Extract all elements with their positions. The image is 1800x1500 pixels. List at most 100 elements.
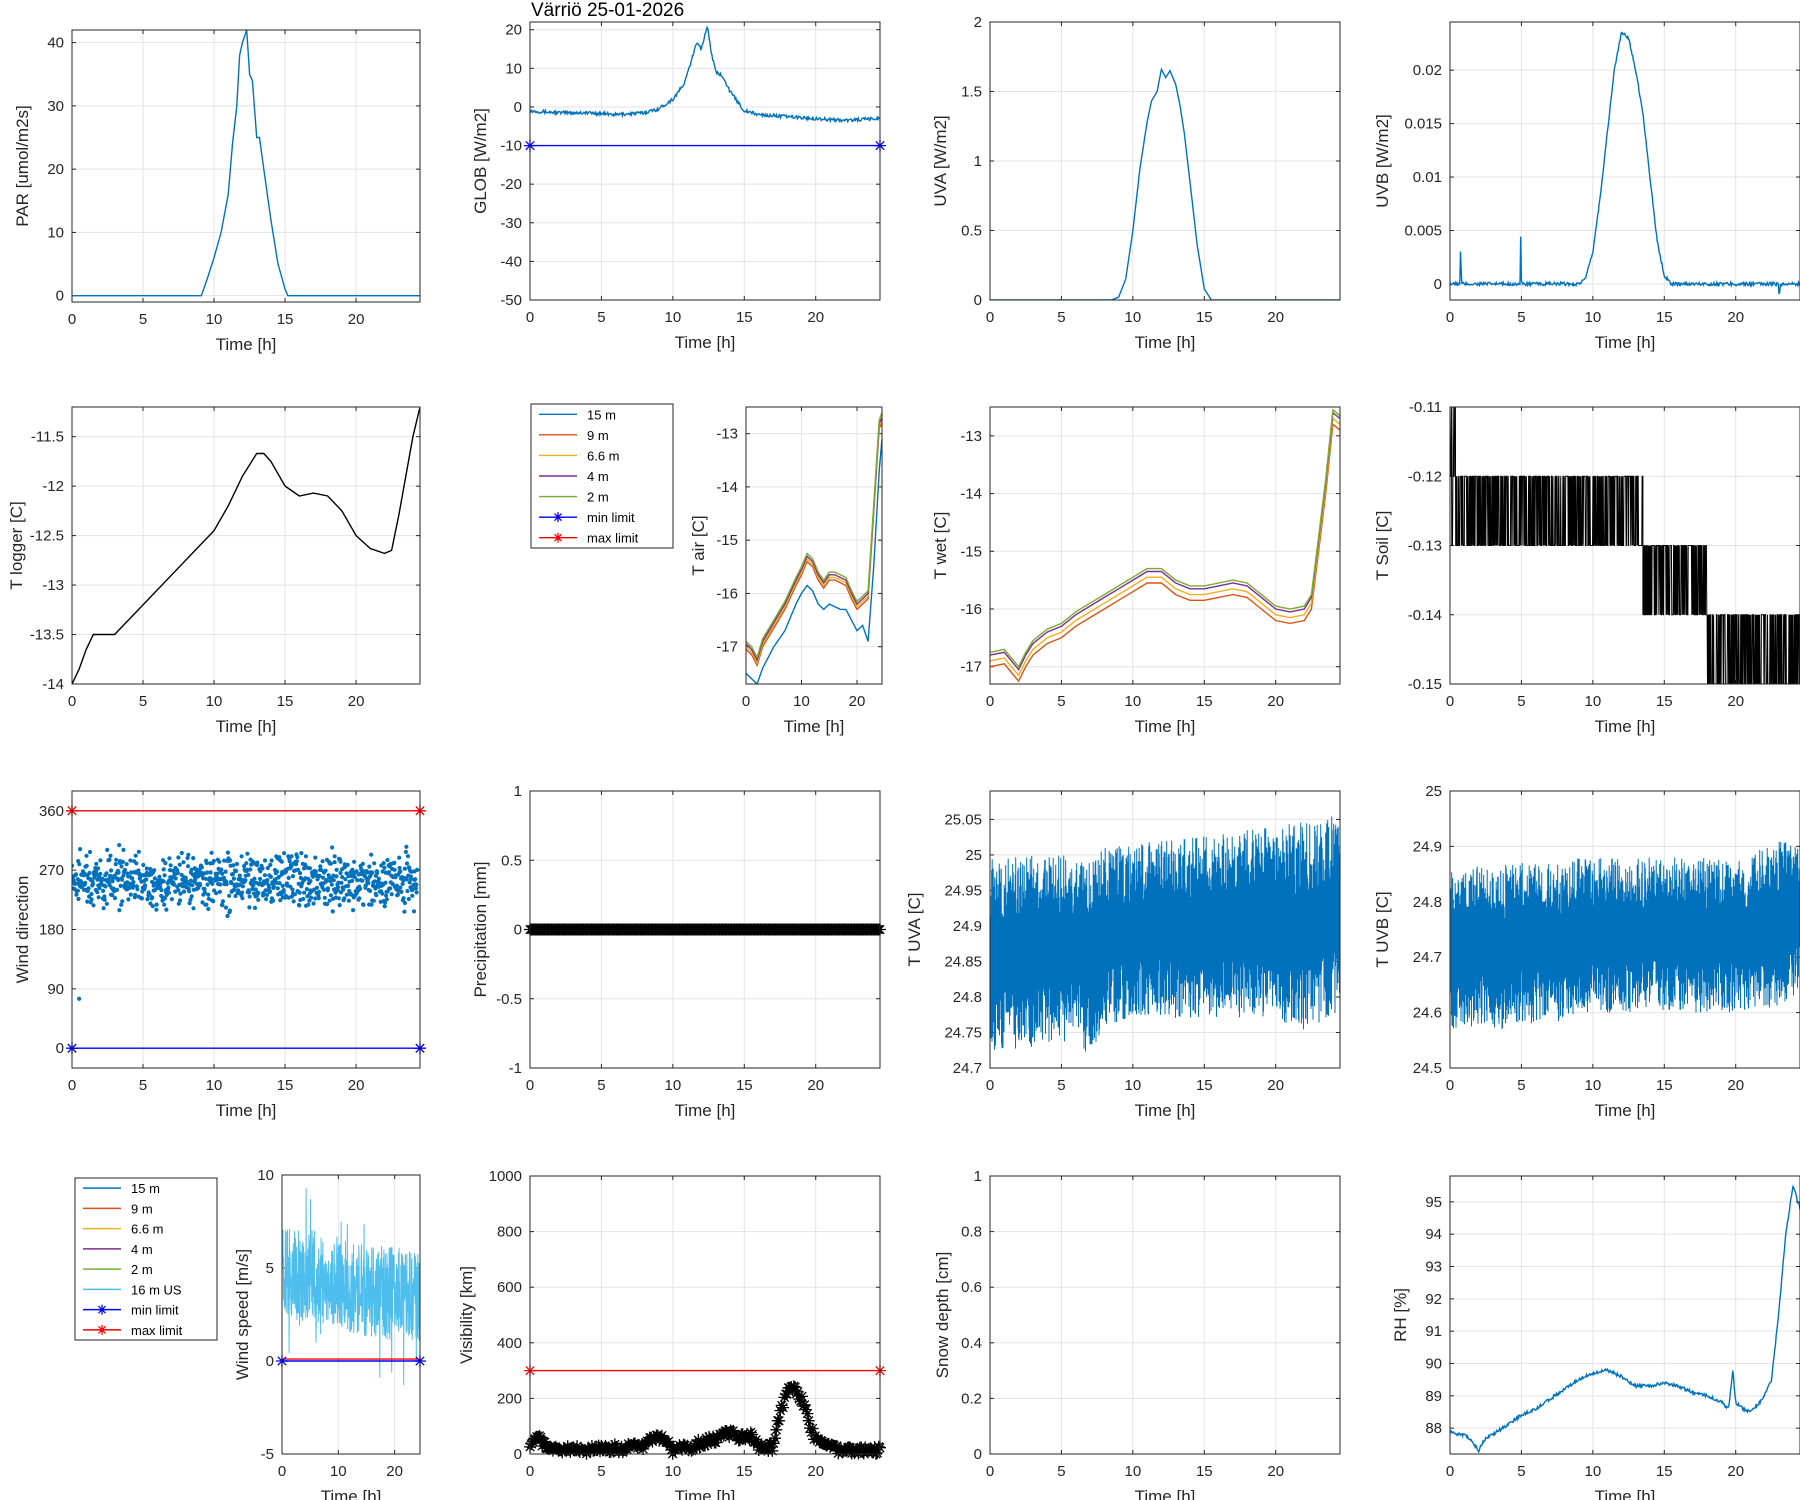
scatter-point (166, 885, 171, 890)
scatter-point (75, 888, 80, 893)
x-tick-label: 0 (1446, 1463, 1454, 1480)
scatter-point (187, 901, 192, 906)
x-axis-label: Time [h] (1135, 333, 1196, 352)
y-tick-label: 1 (974, 153, 982, 170)
x-tick-label: 0 (1446, 693, 1454, 710)
y-tick-label: 25 (1425, 783, 1442, 800)
scatter-point (85, 899, 90, 904)
y-tick-label: 0.2 (961, 1390, 982, 1407)
scatter-point (382, 904, 387, 909)
series-line (746, 438, 882, 684)
x-tick-label: 10 (1125, 693, 1142, 710)
legend-label: 4 m (131, 1242, 153, 1257)
axes-box (529, 790, 881, 1069)
y-tick-label: 24.7 (953, 1060, 982, 1077)
y-axis-label: Wind direction (13, 876, 32, 984)
scatter-point (301, 896, 306, 902)
x-tick-label: 0 (986, 1463, 994, 1480)
series-line (746, 422, 882, 668)
scatter-point (110, 893, 115, 898)
scatter-point (265, 865, 270, 871)
page-title: Värriö 25-01-2026 (531, 0, 684, 21)
scatter-point (402, 909, 407, 914)
scatter-point (105, 847, 110, 853)
scatter-point (275, 886, 280, 891)
y-tick-label: -17 (716, 639, 738, 656)
x-tick-label: 0 (986, 693, 994, 710)
scatter-point (252, 905, 258, 911)
y-tick-label: 270 (39, 862, 64, 879)
series-line (72, 407, 420, 684)
chart-tlogger: 0 5 10 15 20 -14 -13.5 -13 -12.5 -12 -11.5 Time [h]… (7, 406, 421, 736)
x-axis-label: Time [h] (675, 1101, 736, 1120)
scatter-point (286, 895, 291, 900)
scatter-point (366, 880, 371, 886)
y-axis-label: Visibility [km] (457, 1266, 476, 1364)
scatter-point (346, 898, 351, 903)
scatter-point (323, 868, 328, 873)
scatter-point (370, 870, 375, 875)
y-tick-label: 2 (974, 14, 982, 31)
scatter-point (77, 862, 82, 867)
scatter-point (179, 872, 184, 878)
scatter-point (90, 881, 95, 886)
y-tick-label: -50 (500, 292, 522, 309)
scatter-point (220, 903, 225, 908)
x-axis-label: Time [h] (1135, 1487, 1196, 1500)
x-tick-label: 20 (1267, 309, 1284, 326)
scatter-point (177, 862, 182, 867)
chart-uva: 0 5 10 15 20 0 0.5 1 1.5 2 Time [h] UVA [W/m2] (931, 14, 1341, 352)
legend-marker (553, 512, 563, 523)
y-tick-label: 0 (514, 1446, 522, 1463)
scatter-point (282, 851, 287, 856)
x-tick-label: 5 (1517, 693, 1525, 710)
series-group (530, 25, 880, 147)
scatter-point (158, 884, 163, 889)
x-axis-label: Time [h] (1595, 1487, 1656, 1500)
y-tick-label: 200 (497, 1390, 522, 1407)
scatter-point (178, 891, 183, 896)
y-tick-label: 40 (47, 35, 64, 52)
scatter-point (161, 879, 166, 884)
scatter-point (210, 881, 215, 886)
scatter-point (360, 878, 365, 883)
y-tick-label: 24.9 (1413, 838, 1442, 855)
scatter-point (327, 898, 332, 903)
y-tick-label: 30 (47, 98, 64, 115)
legend: 15 m 9 m 6.6 m 4 m 2 m 16 m US min limit max li… (74, 1177, 218, 1341)
y-tick-label: -40 (500, 253, 522, 270)
scatter-point (410, 887, 415, 892)
legend-label: max limit (131, 1323, 183, 1338)
scatter-point (162, 873, 167, 878)
axes-box (745, 406, 883, 685)
scatter-point (289, 864, 294, 869)
scatter-point (338, 859, 343, 864)
y-tick-label: 90 (47, 981, 64, 998)
scatter-point (181, 860, 186, 865)
axes-box (529, 1175, 881, 1455)
x-tick-label: 5 (1057, 1077, 1065, 1094)
scatter-point (96, 895, 101, 900)
scatter-point (92, 875, 97, 880)
scatter-point (118, 883, 123, 889)
scatter-point (291, 899, 296, 904)
x-tick-label: 0 (526, 1077, 534, 1094)
x-tick-label: 5 (1517, 309, 1525, 326)
scatter-point (178, 898, 183, 903)
y-axis-label: Snow depth [cm] (933, 1252, 952, 1379)
series-group (72, 810, 420, 1049)
scatter-point (255, 860, 260, 865)
x-tick-label: 20 (348, 693, 365, 710)
scatter-point (332, 854, 337, 859)
scatter-point (397, 865, 402, 871)
scatter-point (296, 881, 301, 886)
scatter-point (167, 868, 173, 873)
plot-area (72, 407, 420, 684)
legend-marker (553, 532, 563, 543)
scatter-point (206, 892, 211, 897)
scatter-point (74, 872, 79, 877)
scatter-point (399, 889, 404, 895)
y-tick-label: -15 (716, 532, 738, 549)
scatter-point (167, 856, 172, 861)
scatter-point (164, 907, 169, 912)
